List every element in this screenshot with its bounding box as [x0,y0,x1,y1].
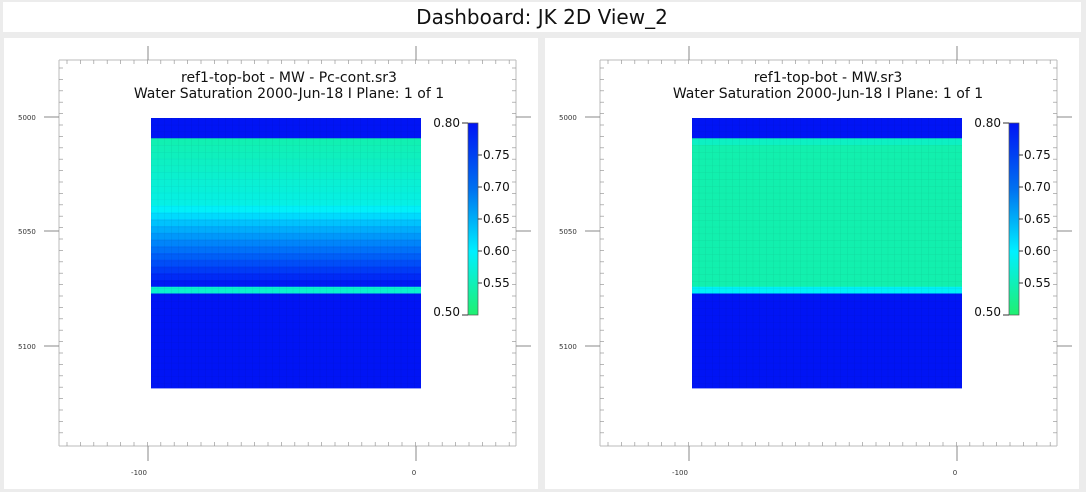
y-tick-label: 5050 [559,228,577,236]
colorbar-tick-label: 0.60 [1024,244,1051,258]
colorbar-tick-label: 0.65 [1024,212,1051,226]
view-panel-left[interactable]: ref1-top-bot - MW - Pc-cont.sr3 Water Sa… [4,38,538,489]
y-tick-label: 5000 [18,114,36,122]
colorbar-max-label: 0.80 [433,116,460,130]
view-panel-right[interactable]: ref1-top-bot - MW.sr3 Water Saturation 2… [545,38,1079,489]
x-tick-label: 0 [953,469,957,477]
grid-lines [151,118,421,388]
colorbar: 0.80 0.50 0.75 0.70 0.65 0.60 0.55 [433,116,509,319]
x-tick-label: -100 [131,469,147,477]
colorbar-max-label: 0.80 [974,116,1001,130]
plot-title: ref1-top-bot - MW - Pc-cont.sr3 [181,70,397,86]
saturation-plot[interactable]: ref1-top-bot - MW - Pc-cont.sr3 Water Sa… [4,38,538,489]
plot-subtitle: Water Saturation 2000-Jun-18 I Plane: 1 … [673,86,983,102]
dashboard-title: Dashboard: JK 2D View_2 [3,2,1081,32]
colorbar-tick-label: 0.70 [483,180,510,194]
colorbar-min-label: 0.50 [974,305,1001,319]
colorbar-tick-label: 0.75 [1024,148,1051,162]
colorbar: 0.80 0.50 0.75 0.70 0.65 0.60 0.55 [974,116,1050,319]
plot-title: ref1-top-bot - MW.sr3 [754,70,903,86]
plot-frame [585,46,1072,461]
colorbar-tick-label: 0.75 [483,148,510,162]
y-tick-label: 5050 [18,228,36,236]
x-tick-label: 0 [412,469,416,477]
colorbar-tick-label: 0.65 [483,212,510,226]
y-tick-label: 5100 [18,343,36,351]
colorbar-tick-label: 0.55 [1024,276,1051,290]
y-tick-label: 5000 [559,114,577,122]
colorbar-gradient [1008,122,1020,316]
plot-frame [44,46,531,461]
colorbar-tick-label: 0.60 [483,244,510,258]
colorbar-gradient [467,122,479,316]
colorbar-tick-label: 0.55 [483,276,510,290]
saturation-plot[interactable]: ref1-top-bot - MW.sr3 Water Saturation 2… [545,38,1079,489]
plot-subtitle: Water Saturation 2000-Jun-18 I Plane: 1 … [134,86,444,102]
colorbar-tick-label: 0.70 [1024,180,1051,194]
grid-lines [692,118,962,388]
colorbar-min-label: 0.50 [433,305,460,319]
y-tick-label: 5100 [559,343,577,351]
x-tick-label: -100 [672,469,688,477]
